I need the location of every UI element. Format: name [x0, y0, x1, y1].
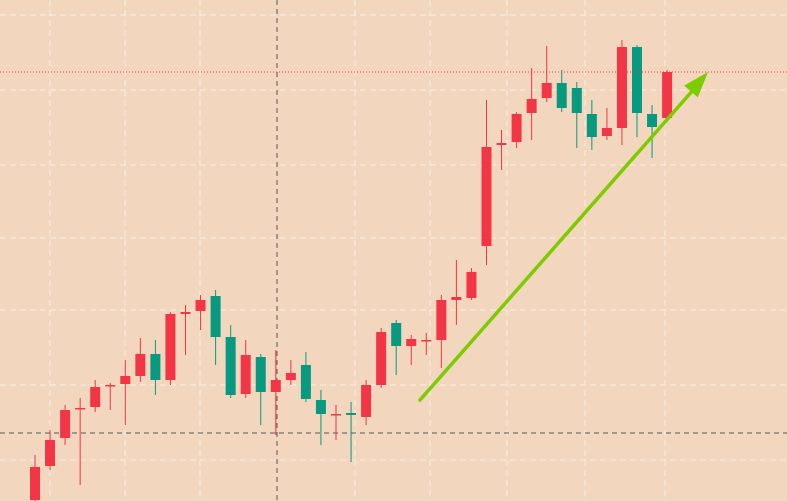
- candle-body: [285, 373, 296, 380]
- candle-body: [165, 314, 176, 380]
- candle-body: [225, 337, 236, 395]
- candle-body: [541, 83, 552, 98]
- candle-body: [647, 114, 658, 127]
- candle-body: [300, 365, 311, 399]
- candle-body: [255, 357, 266, 392]
- candle-body: [270, 380, 281, 392]
- candle-body: [451, 297, 462, 300]
- candle-body: [105, 385, 116, 387]
- candle-body: [391, 323, 402, 346]
- candle-body: [60, 410, 71, 438]
- candle-body: [180, 312, 191, 314]
- candle-body: [135, 354, 146, 376]
- candle-body: [120, 376, 131, 384]
- candles: [30, 40, 673, 501]
- candle-body: [632, 47, 642, 113]
- candle-body: [195, 300, 206, 311]
- candle-body: [436, 300, 447, 340]
- candle-body: [361, 385, 372, 417]
- trend-arrow-head: [684, 72, 708, 98]
- candle-body: [496, 143, 507, 145]
- candle-body: [616, 47, 627, 128]
- candle-body: [331, 414, 341, 416]
- candle-body: [526, 99, 537, 113]
- candle-body: [601, 128, 612, 136]
- candle-body: [421, 340, 432, 342]
- candle-body: [45, 440, 56, 466]
- candle-body: [571, 88, 582, 113]
- candle-body: [406, 339, 417, 346]
- candle-body: [240, 355, 251, 394]
- candle-body: [346, 413, 357, 415]
- candle-body: [75, 408, 86, 410]
- candle-body: [150, 354, 161, 380]
- candle-body: [586, 114, 597, 137]
- candle-body: [90, 387, 101, 407]
- candle-body: [30, 467, 40, 500]
- candle-body: [556, 83, 567, 108]
- candle-body: [315, 400, 326, 414]
- candle-body: [662, 72, 673, 118]
- candle-body: [210, 296, 221, 337]
- candle-body: [376, 332, 387, 385]
- candle-body: [481, 147, 492, 246]
- candle-body: [511, 114, 522, 142]
- trend-arrow: [418, 87, 696, 402]
- candle-body: [466, 272, 477, 298]
